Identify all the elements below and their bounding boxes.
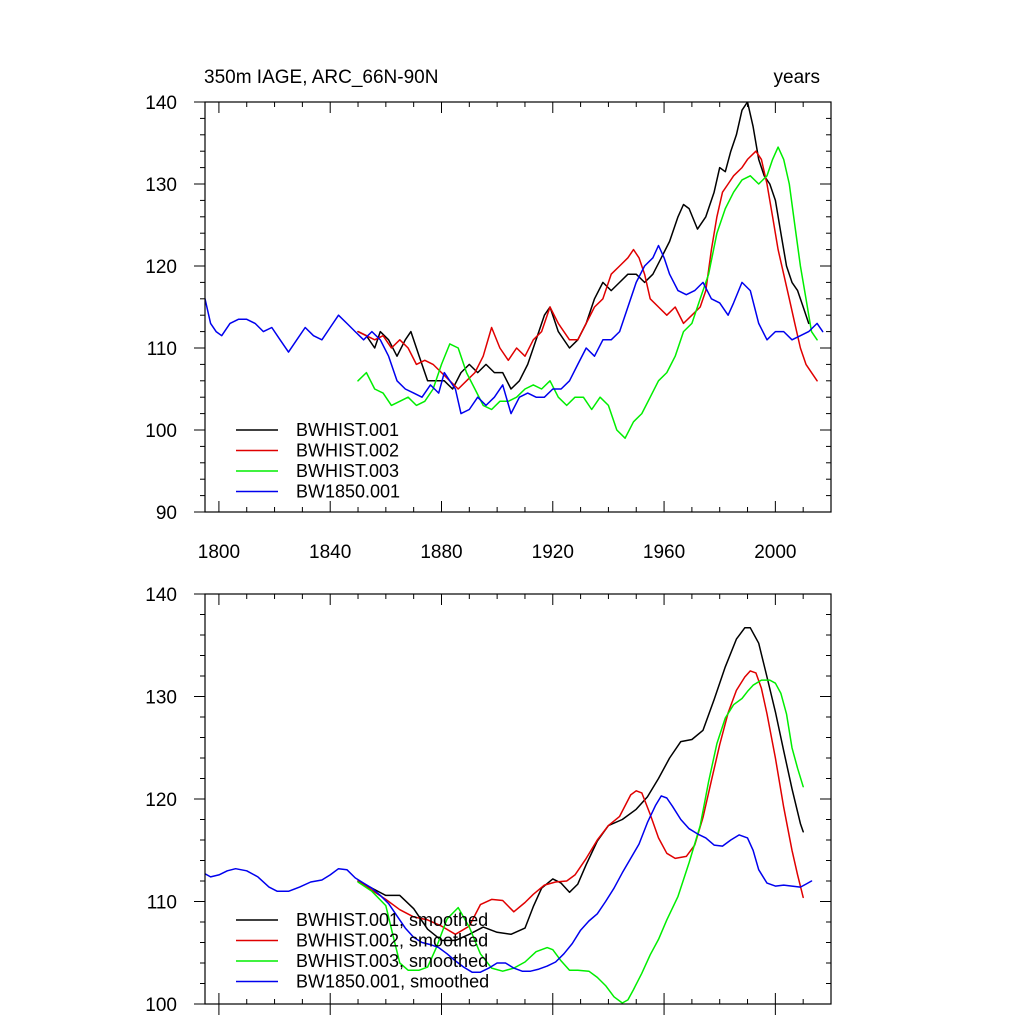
y-tick-label: 120: [145, 790, 177, 811]
series-bwhist-001: [357, 102, 810, 390]
x-tick-label: 1960: [643, 542, 685, 563]
x-tick-label: 1840: [309, 542, 351, 563]
top-panel-frame: [204, 101, 832, 513]
legend-label: BWHIST.002, smoothed: [296, 931, 488, 951]
y-tick-label: 120: [145, 257, 177, 278]
bottom-panel-tick-labels: 100 110 120 130 140: [145, 585, 177, 1016]
top-panel-series: [205, 102, 824, 439]
y-tick-label: 110: [147, 893, 177, 914]
x-tick-label: 1880: [420, 542, 462, 563]
series-bwhist-002-smoothed: [357, 670, 804, 936]
bottom-panel-ticks: [194, 593, 832, 1015]
y-tick-label: 110: [147, 339, 177, 360]
y-tick-label: 130: [145, 175, 177, 196]
top-panel-tick-labels: 1800 1840 1880 1920 1960 2000 90 100 110 120 130 14…: [145, 93, 796, 563]
y-tick-label: 140: [145, 585, 177, 606]
top-panel: 350m IAGE, ARC_66N-90N years 1800 1840 188…: [145, 67, 832, 563]
legend-label: BW1850.001: [296, 482, 400, 502]
legend-label: BW1850.001, smoothed: [296, 972, 489, 992]
legend-label: BWHIST.003, smoothed: [296, 951, 488, 971]
legend-label: BWHIST.002: [296, 441, 399, 461]
bottom-panel-series: [205, 627, 813, 1004]
bottom-panel-frame: [204, 593, 832, 1005]
top-panel-ticks: [194, 101, 832, 513]
series-bwhist-003: [357, 146, 818, 439]
legend-label: BWHIST.001: [296, 420, 399, 440]
series-bwhist-003-smoothed: [357, 679, 804, 1004]
x-tick-label: 1920: [532, 542, 574, 563]
y-tick-label: 100: [145, 421, 177, 442]
series-bwhist-002: [357, 150, 818, 390]
y-tick-label: 100: [145, 995, 177, 1016]
top-panel-units: years: [774, 67, 820, 88]
series-bwhist-001-smoothed: [357, 627, 804, 942]
series-bw1850-001-smoothed: [205, 795, 813, 973]
x-tick-label: 1800: [198, 542, 240, 563]
y-tick-label: 130: [145, 688, 177, 709]
top-panel-title: 350m IAGE, ARC_66N-90N: [204, 67, 438, 88]
y-tick-label: 140: [145, 93, 177, 114]
y-tick-label: 90: [156, 503, 177, 524]
x-tick-label: 2000: [754, 542, 796, 563]
series-bw1850-001: [205, 244, 824, 415]
legend-label: BWHIST.003: [296, 461, 399, 481]
legend-label: BWHIST.001, smoothed: [296, 910, 488, 930]
